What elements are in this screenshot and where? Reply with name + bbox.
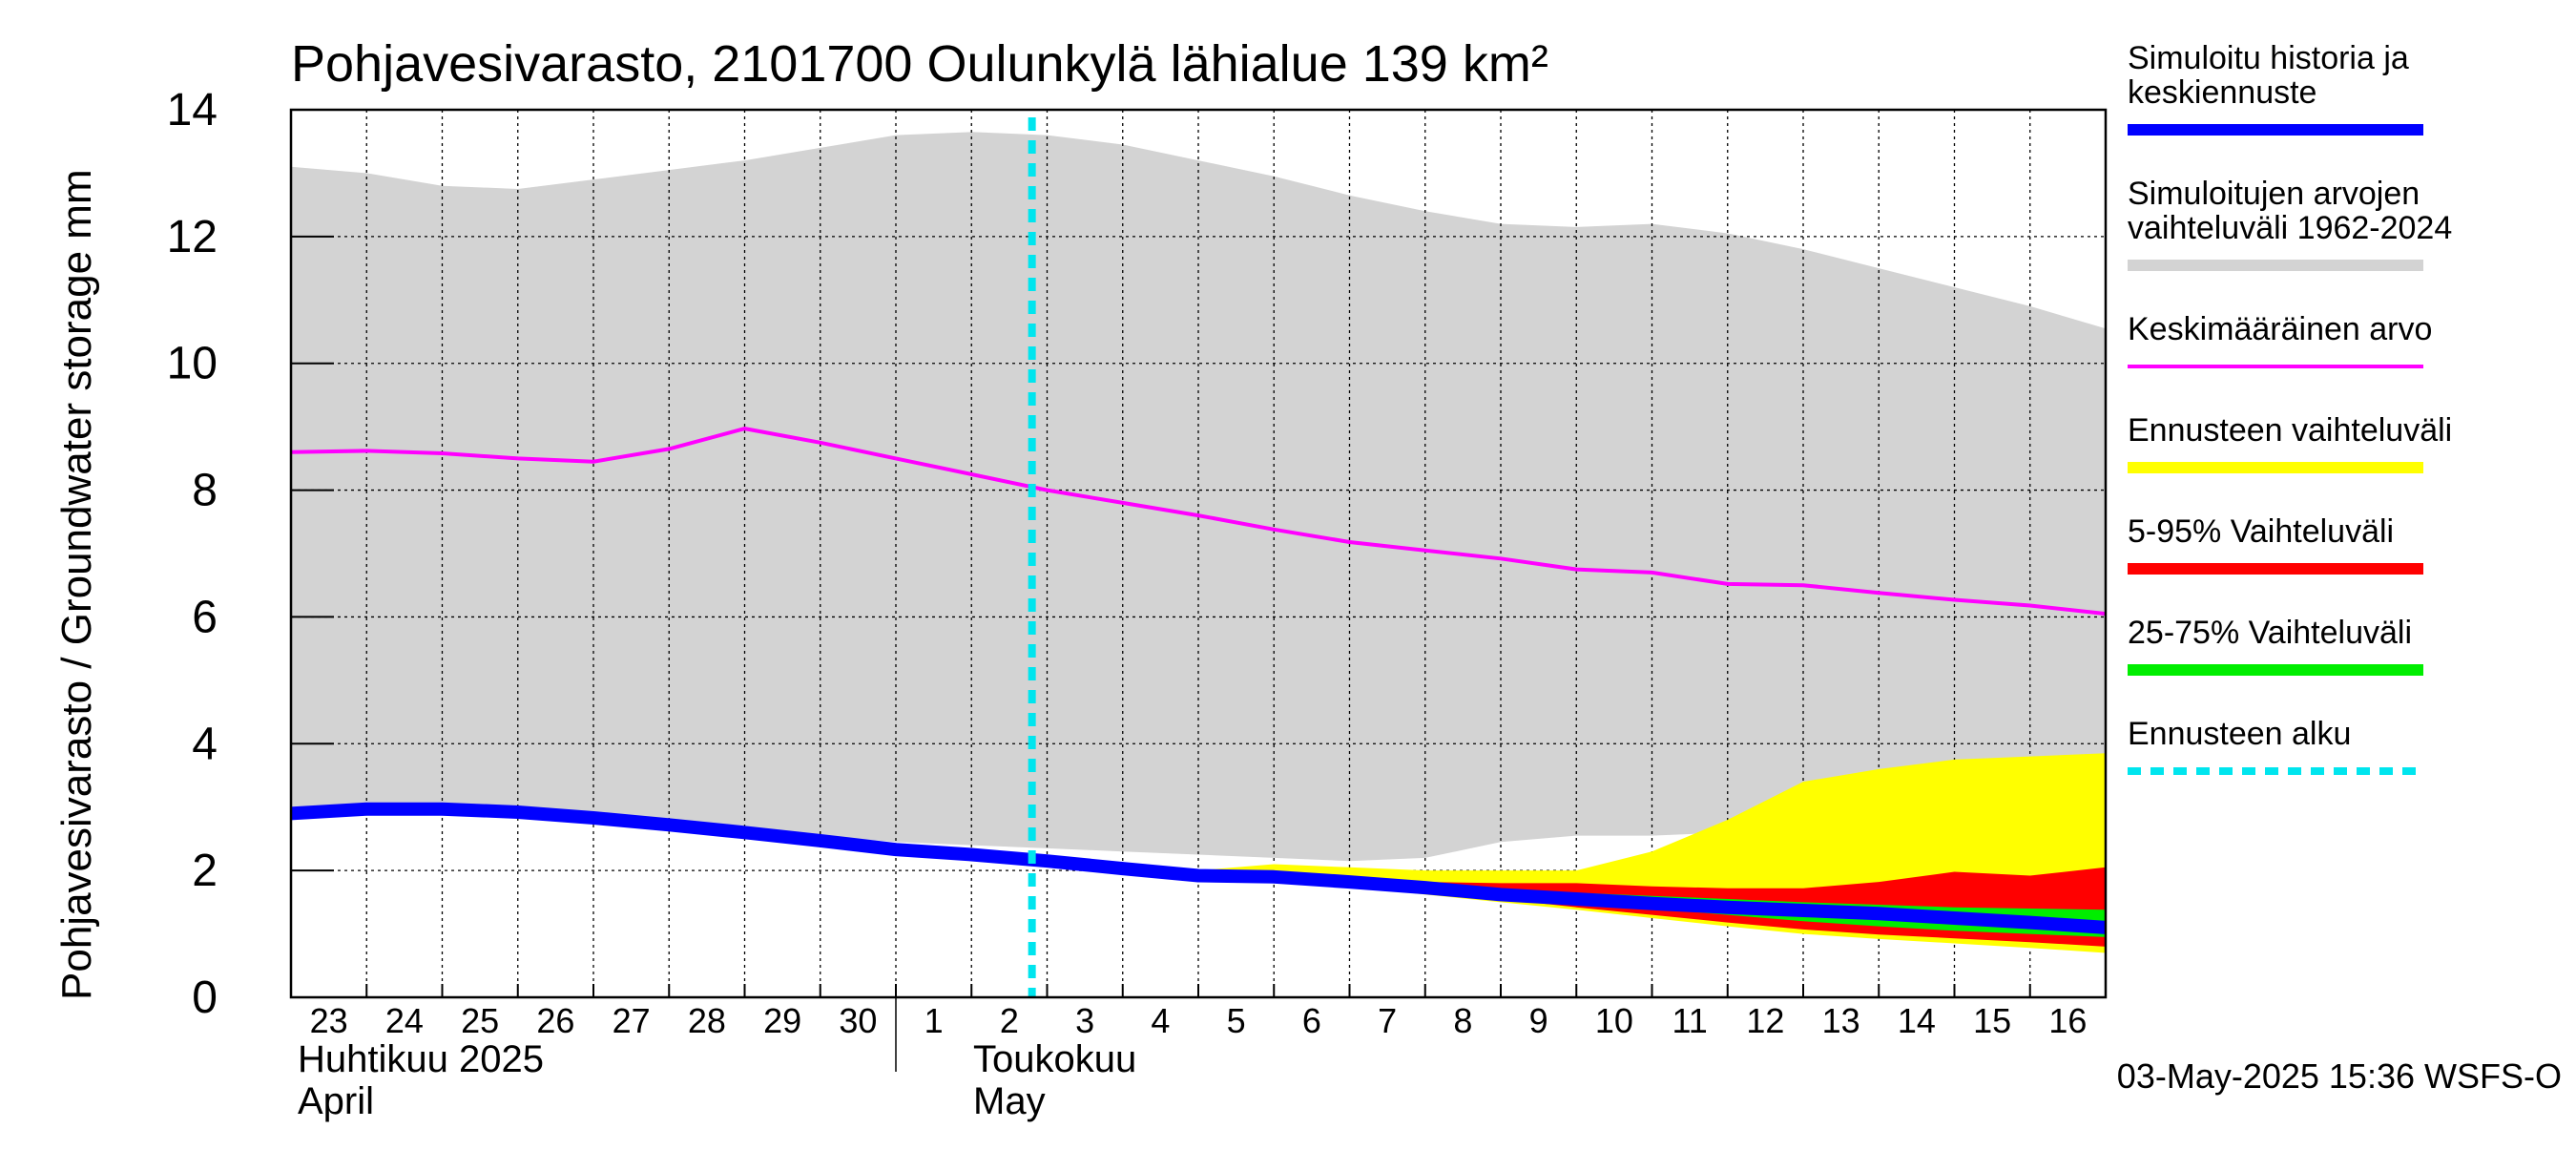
- y-axis-label: Pohjavesivarasto / Groundwater storage m…: [53, 169, 100, 1000]
- footer-timestamp: 03-May-2025 15:36 WSFS-O: [2117, 1056, 2562, 1096]
- legend-label: 25-75% Vaihteluväli: [2128, 615, 2412, 651]
- y-tick-label: 10: [167, 339, 218, 389]
- x-tick-label: 6: [1302, 1001, 1321, 1040]
- x-tick-label: 4: [1151, 1001, 1170, 1040]
- month-label-en: May: [973, 1080, 1046, 1122]
- x-tick-label: 8: [1453, 1001, 1472, 1040]
- legend-label: vaihteluväli 1962-2024: [2128, 210, 2452, 246]
- x-tick-label: 10: [1595, 1001, 1633, 1040]
- legend-label: Ennusteen alku: [2128, 716, 2351, 752]
- y-tick-label: 6: [192, 592, 218, 642]
- y-tick-label: 0: [192, 972, 218, 1023]
- y-tick-label: 8: [192, 466, 218, 516]
- simulated-line: [290, 802, 2107, 934]
- x-tick-label: 27: [613, 1001, 651, 1040]
- x-tick-label: 7: [1378, 1001, 1397, 1040]
- y-tick-label: 2: [192, 846, 218, 896]
- plot-area: [290, 110, 2107, 997]
- month-label: Huhtikuu 2025: [298, 1038, 544, 1080]
- mean-line: [290, 427, 2107, 617]
- month-label: Toukokuu: [973, 1038, 1136, 1080]
- x-tick-label: 29: [763, 1001, 801, 1040]
- legend-label: Simuloitu historia ja: [2128, 40, 2409, 76]
- x-tick-label: 3: [1075, 1001, 1094, 1040]
- y-tick-label: 4: [192, 719, 218, 769]
- x-tick-label: 5: [1227, 1001, 1246, 1040]
- x-tick-label: 30: [839, 1001, 877, 1040]
- legend-label: Ennusteen vaihteluväli: [2128, 412, 2452, 449]
- x-tick-label: 25: [461, 1001, 499, 1040]
- legend-label: Keskimääräinen arvo: [2128, 311, 2432, 347]
- x-tick-label: 2: [1000, 1001, 1019, 1040]
- x-tick-label: 15: [1973, 1001, 2011, 1040]
- chart-title: Pohjavesivarasto, 2101700 Oulunkylä lähi…: [291, 35, 1548, 93]
- x-tick-label: 11: [1672, 1001, 1707, 1040]
- y-tick-label: 14: [167, 85, 218, 136]
- x-tick-label: 23: [310, 1001, 348, 1040]
- x-tick-label: 9: [1529, 1001, 1548, 1040]
- y-tick-label: 12: [167, 212, 218, 262]
- x-tick-label: 13: [1822, 1001, 1860, 1040]
- legend-label: 5-95% Vaihteluväli: [2128, 513, 2394, 550]
- x-tick-label: 1: [924, 1001, 944, 1040]
- x-tick-label: 14: [1898, 1001, 1936, 1040]
- x-tick-label: 12: [1746, 1001, 1784, 1040]
- x-tick-label: 24: [385, 1001, 424, 1040]
- legend-label: keskiennuste: [2128, 74, 2316, 111]
- x-tick-label: 16: [2048, 1001, 2087, 1040]
- x-tick-label: 26: [536, 1001, 574, 1040]
- month-label-en: April: [298, 1080, 374, 1122]
- x-tick-label: 28: [688, 1001, 726, 1040]
- legend-label: Simuloitujen arvojen: [2128, 176, 2420, 212]
